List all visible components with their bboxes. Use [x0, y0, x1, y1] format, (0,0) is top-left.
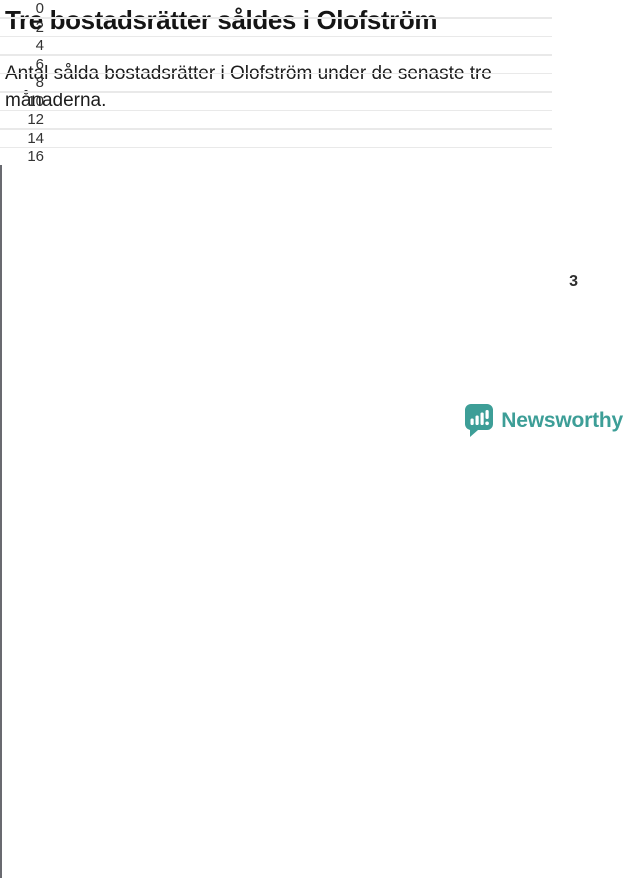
- bar: [0, 804, 3, 878]
- bar: [0, 660, 3, 674]
- bar: [0, 269, 3, 309]
- bar: [0, 712, 3, 727]
- newsworthy-logo[interactable]: Newsworthy: [465, 403, 623, 439]
- bar: [0, 243, 3, 270]
- bar: [0, 308, 3, 348]
- bar: [0, 778, 3, 805]
- gridline: [0, 128, 552, 130]
- bar: [0, 230, 3, 244]
- bar-chart: 0246810121416201220142016201820202022202…: [0, 0, 552, 878]
- bar: [0, 726, 3, 740]
- bar: [0, 373, 3, 387]
- bar: [0, 582, 3, 596]
- bar: [0, 595, 3, 609]
- bar: [0, 452, 3, 505]
- bar: [0, 686, 3, 700]
- y-axis-label: 6: [35, 55, 44, 73]
- newsworthy-bars-icon: [465, 404, 494, 437]
- y-axis-label: 8: [35, 74, 44, 91]
- bar: [0, 752, 3, 766]
- bar: [0, 543, 3, 583]
- y-axis-label: 2: [35, 18, 44, 36]
- bar: [0, 412, 3, 453]
- bar: [0, 347, 3, 361]
- gridline: [0, 72, 552, 74]
- y-axis-label: 12: [27, 111, 44, 128]
- value-label: 3: [569, 272, 578, 290]
- bar: [0, 673, 3, 687]
- y-axis-label: 14: [27, 129, 44, 147]
- y-axis-label: 10: [27, 92, 44, 110]
- bar: [0, 165, 3, 192]
- bar: [0, 217, 3, 231]
- bar: [0, 765, 3, 779]
- bar: [0, 621, 3, 635]
- bar: [0, 739, 3, 753]
- gridline: [0, 146, 552, 148]
- y-axis-label: 4: [35, 37, 44, 54]
- gridline: [0, 54, 552, 56]
- bar: [0, 634, 3, 648]
- bar: [0, 608, 3, 622]
- brand-name: Newsworthy: [501, 409, 623, 432]
- bar: [0, 647, 3, 661]
- bar: [0, 191, 3, 218]
- y-axis-label: 16: [27, 148, 44, 165]
- bar: [0, 360, 3, 374]
- page-title: Tre bostadsrätter såldes i Olofström: [5, 5, 438, 35]
- gridline: [0, 35, 552, 37]
- gridline: [0, 91, 552, 93]
- bar: [0, 699, 3, 713]
- gridline: [0, 17, 552, 19]
- gridline: [0, 109, 552, 111]
- bar: [0, 386, 3, 413]
- y-axis-label: 0: [35, 0, 44, 17]
- bar: [0, 504, 3, 544]
